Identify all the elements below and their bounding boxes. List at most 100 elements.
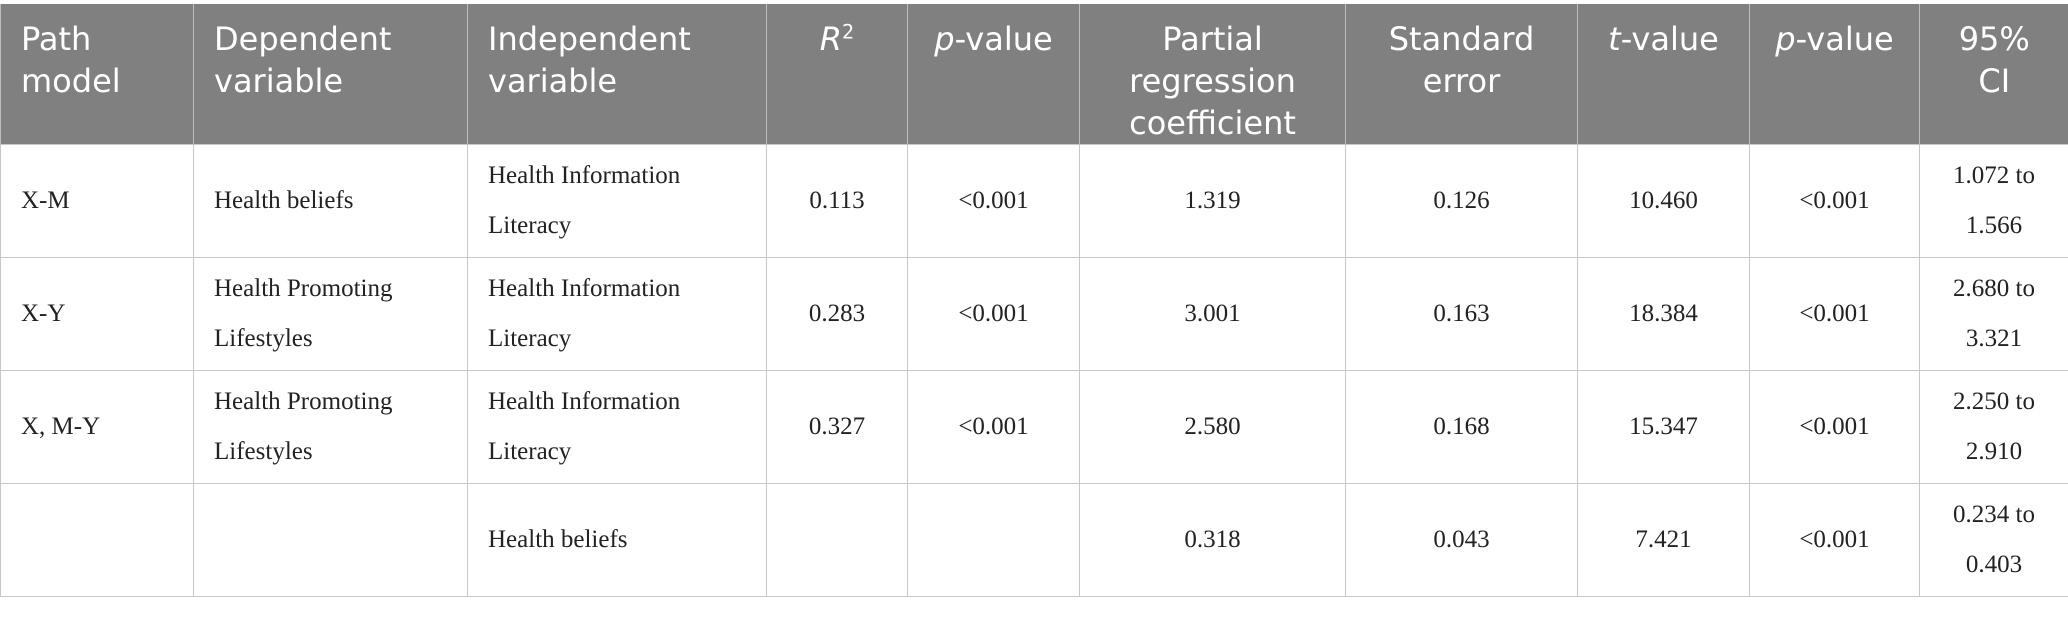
cell-text: 7.421 xyxy=(1635,526,1691,553)
cell-text: Health Information Literacy xyxy=(488,275,680,352)
table-cell: 0.283 xyxy=(767,258,908,371)
cell-text: Health beliefs xyxy=(488,526,628,553)
table-body: X-M Health beliefs Health Information Lite… xyxy=(1,145,2068,597)
cell-text: Health Promoting Lifestyles xyxy=(214,275,392,352)
cell-text: X-Y xyxy=(21,300,65,327)
cell-text: 0.234 to 0.403 xyxy=(1953,501,2035,578)
header-cell: t-value xyxy=(1578,4,1750,145)
table-cell: X-M xyxy=(1,145,194,258)
table-cell: <0.001 xyxy=(908,258,1080,371)
table-cell: 0.043 xyxy=(1346,484,1578,597)
header-cell: Standard error xyxy=(1346,4,1578,145)
table-cell: X, M-Y xyxy=(1,371,194,484)
header-text: 95% CI xyxy=(1959,20,2030,100)
header-row: Path model Dependent variable Independent … xyxy=(1,4,2068,145)
table-cell: 15.347 xyxy=(1578,371,1750,484)
table-cell: 18.384 xyxy=(1578,258,1750,371)
table-cell: X-Y xyxy=(1,258,194,371)
table-cell: <0.001 xyxy=(1750,145,1920,258)
results-table: Path model Dependent variable Independent … xyxy=(0,4,2068,597)
header-text: Independent variable xyxy=(488,20,691,100)
table-row: X-M Health beliefs Health Information Lite… xyxy=(1,145,2068,258)
table-cell: 0.126 xyxy=(1346,145,1578,258)
table-cell: 2.250 to 2.910 xyxy=(1920,371,2068,484)
cell-text: Health Information Literacy xyxy=(488,388,680,465)
table-cell: Health Information Literacy xyxy=(468,371,767,484)
header-italic: t xyxy=(1608,20,1621,58)
table-cell: 0.163 xyxy=(1346,258,1578,371)
page: Path model Dependent variable Independent … xyxy=(0,4,2068,622)
header-cell: Path model xyxy=(1,4,194,145)
table-row: X, M-Y Health Promoting Lifestyles Health … xyxy=(1,371,2068,484)
table-cell: Health beliefs xyxy=(468,484,767,597)
cell-text: 0.043 xyxy=(1433,526,1489,553)
header-text: -value xyxy=(1621,20,1719,58)
table-cell: 10.460 xyxy=(1578,145,1750,258)
cell-text: 0.318 xyxy=(1184,526,1240,553)
header-cell: Dependent variable xyxy=(194,4,468,145)
table-cell: 0.168 xyxy=(1346,371,1578,484)
table-cell: Health Promoting Lifestyles xyxy=(194,371,468,484)
table-cell: <0.001 xyxy=(1750,258,1920,371)
cell-text: 2.680 to 3.321 xyxy=(1953,275,2035,352)
header-text: Partial regression coefficient xyxy=(1129,20,1296,142)
table-cell: 1.319 xyxy=(1080,145,1346,258)
table-cell: 2.580 xyxy=(1080,371,1346,484)
cell-text: 1.319 xyxy=(1184,187,1240,214)
cell-text: <0.001 xyxy=(1799,300,1869,327)
cell-text: Health Information Literacy xyxy=(488,162,680,239)
cell-text: 10.460 xyxy=(1629,187,1698,214)
header-cell: R2 xyxy=(767,4,908,145)
table-cell: 0.318 xyxy=(1080,484,1346,597)
header-text: Path model xyxy=(21,20,121,100)
table-cell xyxy=(908,484,1080,597)
cell-text: 0.163 xyxy=(1433,300,1489,327)
header-cell: 95% CI xyxy=(1920,4,2068,145)
header-cell: Independent variable xyxy=(468,4,767,145)
cell-text: 0.327 xyxy=(809,413,865,440)
header-text: -value xyxy=(955,20,1053,58)
cell-text: 3.001 xyxy=(1184,300,1240,327)
header-italic: p xyxy=(1775,20,1795,58)
table-cell: 7.421 xyxy=(1578,484,1750,597)
cell-text: 0.168 xyxy=(1433,413,1489,440)
cell-text: 2.250 to 2.910 xyxy=(1953,388,2035,465)
table-cell: 2.680 to 3.321 xyxy=(1920,258,2068,371)
cell-text: <0.001 xyxy=(958,413,1028,440)
table-cell: <0.001 xyxy=(908,371,1080,484)
table-row: X-Y Health Promoting Lifestyles Health Inf… xyxy=(1,258,2068,371)
table-cell: <0.001 xyxy=(1750,371,1920,484)
table-cell xyxy=(767,484,908,597)
table-cell: Health Information Literacy xyxy=(468,145,767,258)
cell-text: X, M-Y xyxy=(21,413,100,440)
cell-text: 0.126 xyxy=(1433,187,1489,214)
cell-text: <0.001 xyxy=(958,300,1028,327)
header-italic: R xyxy=(820,20,842,58)
header-text: Dependent variable xyxy=(214,20,391,100)
cell-text: <0.001 xyxy=(958,187,1028,214)
table-cell xyxy=(194,484,468,597)
table-cell: <0.001 xyxy=(1750,484,1920,597)
cell-text: 18.384 xyxy=(1629,300,1698,327)
header-italic: p xyxy=(934,20,954,58)
table-cell: 3.001 xyxy=(1080,258,1346,371)
header-sup: 2 xyxy=(842,20,854,43)
table-cell: Health Information Literacy xyxy=(468,258,767,371)
header-cell: Partial regression coefficient xyxy=(1080,4,1346,145)
table-cell: 0.113 xyxy=(767,145,908,258)
cell-text: Health beliefs xyxy=(214,187,354,214)
table-cell: <0.001 xyxy=(908,145,1080,258)
table-header: Path model Dependent variable Independent … xyxy=(1,4,2068,145)
cell-text: 15.347 xyxy=(1629,413,1698,440)
header-text: Standard error xyxy=(1389,20,1535,100)
cell-text: 2.580 xyxy=(1184,413,1240,440)
cell-text: 1.072 to 1.566 xyxy=(1953,162,2035,239)
cell-text: <0.001 xyxy=(1799,413,1869,440)
table-row: Health beliefs 0.318 0.043 7.421 <0.001 0.234… xyxy=(1,484,2068,597)
header-text: -value xyxy=(1796,20,1894,58)
table-cell: Health beliefs xyxy=(194,145,468,258)
table-cell: 1.072 to 1.566 xyxy=(1920,145,2068,258)
table-cell: 0.327 xyxy=(767,371,908,484)
cell-text: Health Promoting Lifestyles xyxy=(214,388,392,465)
cell-text: X-M xyxy=(21,187,70,214)
